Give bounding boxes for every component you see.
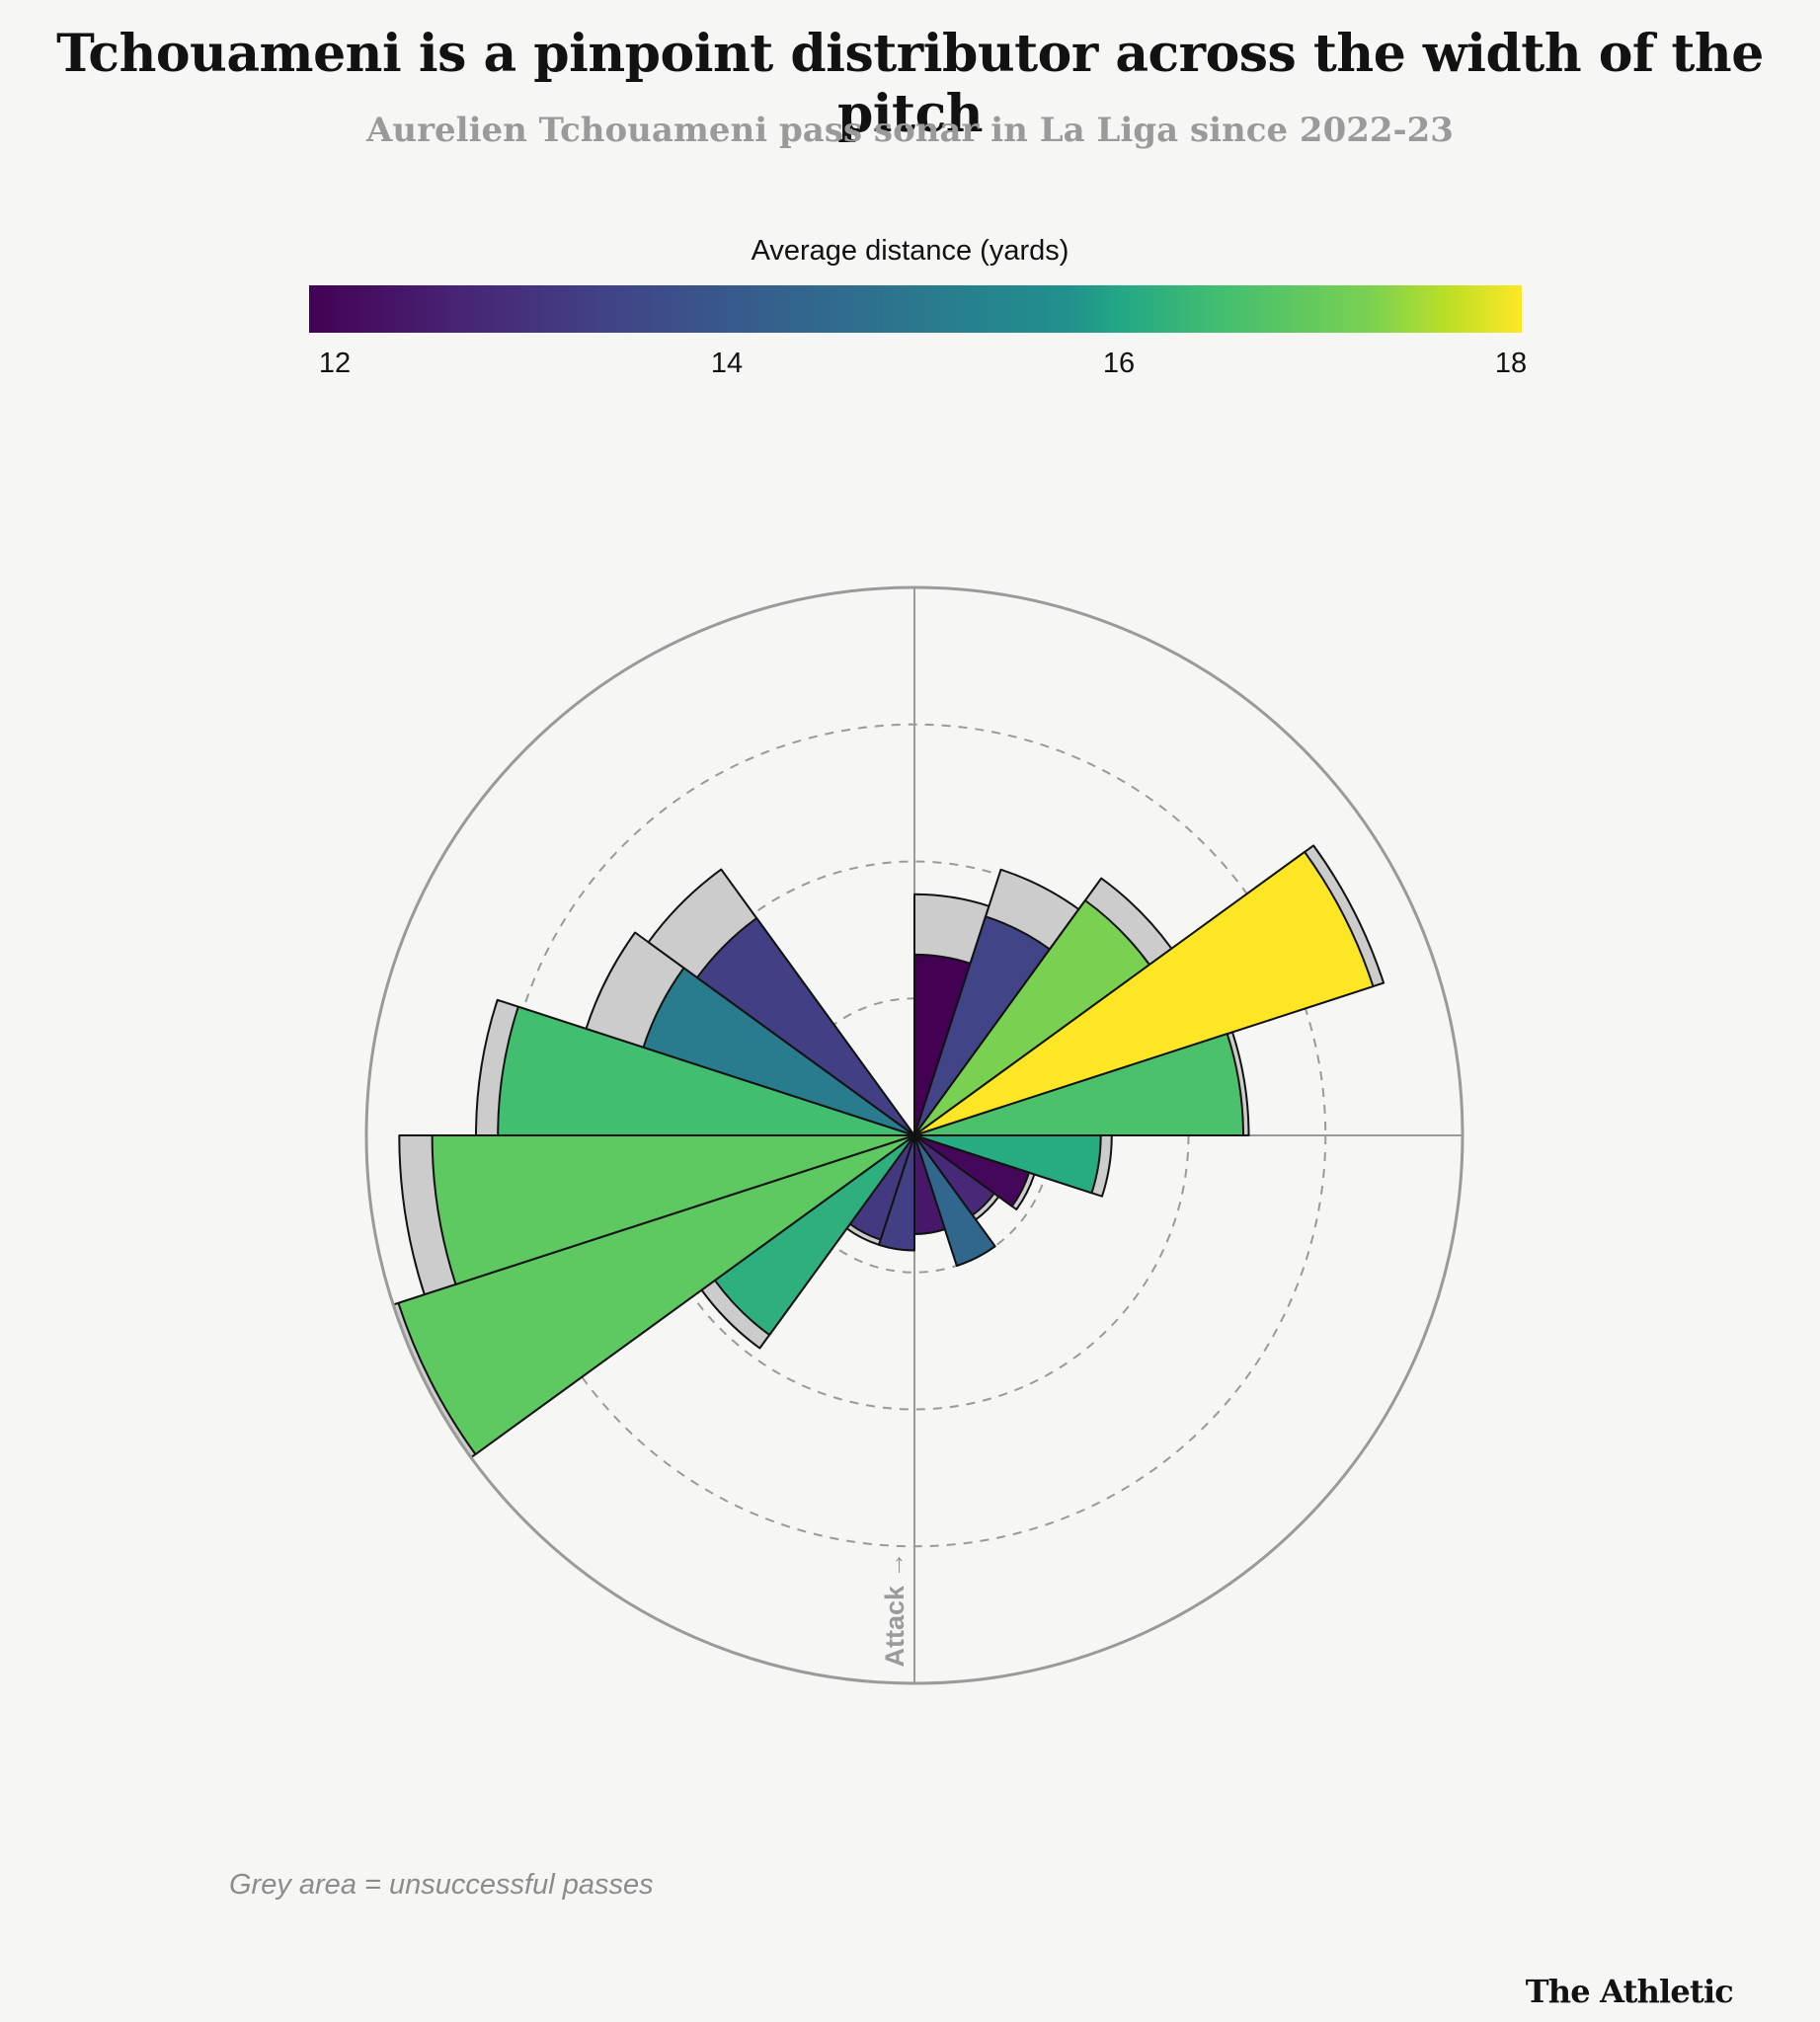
successful-wedge-15 bbox=[431, 1134, 915, 1285]
sonar-frame bbox=[364, 585, 1464, 1685]
successful-wedge-17 bbox=[642, 967, 915, 1136]
chart-title: Tchouameni is a pinpoint distributor acr… bbox=[56, 24, 1764, 144]
successful-wedge-4 bbox=[913, 850, 1375, 1136]
colorbar bbox=[309, 285, 1522, 333]
legend-note: Grey area = unsuccessful passes bbox=[229, 1869, 654, 1901]
colorbar-tick-12: 12 bbox=[318, 348, 352, 379]
successful-wedge-14 bbox=[397, 1134, 915, 1455]
sonar-bars bbox=[392, 844, 1385, 1459]
colorbar-tick-18: 18 bbox=[1494, 348, 1528, 379]
successful-wedge-7 bbox=[913, 1134, 1031, 1207]
brand-logo: The Athletic bbox=[1525, 1973, 1734, 2010]
successful-wedge-16 bbox=[497, 1005, 915, 1136]
colorbar-tick-14: 14 bbox=[710, 348, 744, 379]
successful-wedge-18 bbox=[696, 917, 915, 1136]
attack-direction-label: Attack → bbox=[880, 1551, 910, 1667]
successful-wedge-5 bbox=[913, 1033, 1244, 1136]
outer-ring bbox=[364, 585, 1464, 1685]
successful-wedge-9 bbox=[913, 1134, 996, 1267]
colorbar-tick-16: 16 bbox=[1102, 348, 1136, 379]
chart-subtitle: Aurelien Tchouameni pass sonar in La Lig… bbox=[366, 111, 1454, 150]
colorbar-title: Average distance (yards) bbox=[751, 235, 1069, 267]
